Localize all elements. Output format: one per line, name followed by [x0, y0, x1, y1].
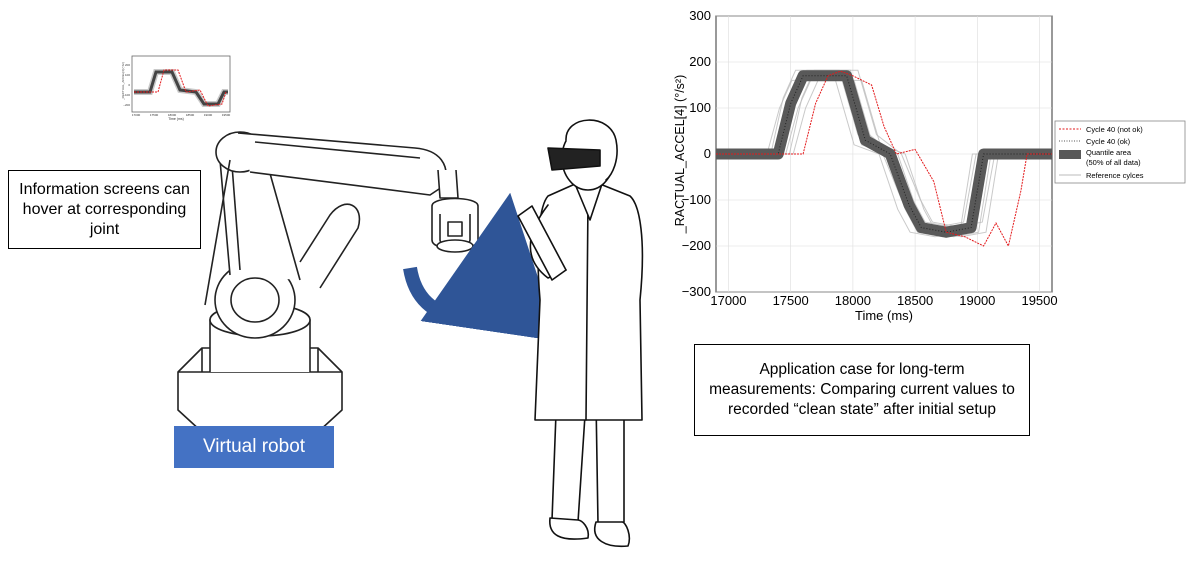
thumbnail-ytick: 0	[128, 83, 130, 87]
thumbnail-ytick: 200	[125, 63, 130, 67]
application-case-callout: Application case for long-term measureme…	[694, 344, 1030, 436]
virtual-robot-text: Virtual robot	[202, 436, 306, 457]
y-tick-label: 300	[689, 8, 711, 23]
legend-label: Cycle 40 (ok)	[1086, 137, 1131, 146]
thumbnail-xtick: 17000	[132, 113, 141, 117]
legend: Cycle 40 (not ok) Cycle 40 (ok) Quantile…	[1054, 120, 1186, 184]
cycle-ok-line	[716, 75, 1052, 233]
thumbnail-xtick: 17500	[150, 113, 159, 117]
legend-swatch-quantile	[1059, 150, 1081, 159]
person-illustration	[517, 119, 644, 548]
robot-arm-illustration	[177, 131, 479, 433]
thumbnail-yticks: 200 100 0 −100 −200	[123, 63, 130, 107]
thumbnail-xtick: 19000	[204, 113, 213, 117]
curved-arrow-icon	[403, 192, 559, 342]
x-tick-label: 17500	[773, 293, 809, 308]
x-ticks: 17000 17500 18000 18500 19000 19500	[710, 293, 1057, 308]
cycle-notok-line	[716, 70, 1052, 248]
application-case-text: Application case for long-term measureme…	[709, 361, 1015, 418]
x-tick-label: 19500	[1021, 293, 1057, 308]
x-tick-label: 18000	[835, 293, 871, 308]
main-chart: 17000 17500 18000 18500 19000 19500 300 …	[673, 8, 1186, 323]
thumbnail-xlabel: Time (ms)	[168, 117, 184, 121]
virtual-robot-label: Virtual robot	[174, 426, 334, 468]
thumbnail-ytick: −100	[123, 93, 130, 97]
thumbnail-xticks: 17000 17500 18000 18500 19000 19500	[132, 113, 231, 117]
thumbnail-xtick: 18000	[168, 113, 177, 117]
info-screens-text: Information screens can hover at corresp…	[19, 180, 190, 238]
x-tick-label: 19000	[959, 293, 995, 308]
y-axis-label: _RACTUAL_ACCEL[4] (°/s²)	[673, 75, 687, 235]
thumbnail-ylabel: _RACTUAL_ACCEL[4] (°/s²)	[121, 62, 125, 101]
x-tick-label: 18500	[897, 293, 933, 308]
thumbnail-quantile-line	[134, 70, 228, 106]
x-axis-label: Time (ms)	[855, 308, 913, 323]
series-layer	[716, 70, 1052, 248]
x-tick-label: 17000	[710, 293, 746, 308]
y-tick-label: 0	[704, 146, 711, 161]
thumbnail-xtick: 19500	[222, 113, 231, 117]
reference-cycle-line	[716, 79, 1052, 238]
y-tick-label: −300	[682, 284, 711, 299]
y-tick-label: −200	[682, 238, 711, 253]
legend-label: Reference cylces	[1086, 171, 1144, 180]
thumbnail-xtick: 18500	[186, 113, 195, 117]
legend-label: Quantile area	[1086, 148, 1132, 157]
legend-label: Cycle 40 (not ok)	[1086, 125, 1143, 134]
thumbnail-ytick: −200	[123, 103, 130, 107]
y-tick-label: −100	[682, 192, 711, 207]
thumbnail-chart: _RACTUAL_ACCEL[4] (°/s²) Time (ms) 17000…	[121, 55, 231, 121]
y-ticks: 300 200 100 0 −100 −200 −300	[682, 8, 711, 299]
thumbnail-ytick: 100	[125, 73, 130, 77]
thumbnail-notok-line	[134, 69, 227, 107]
legend-label: (50% of all data)	[1086, 158, 1141, 167]
y-tick-label: 100	[689, 100, 711, 115]
reference-cycle-line	[716, 69, 1052, 228]
info-screens-callout: Information screens can hover at corresp…	[8, 170, 201, 249]
y-tick-label: 200	[689, 54, 711, 69]
